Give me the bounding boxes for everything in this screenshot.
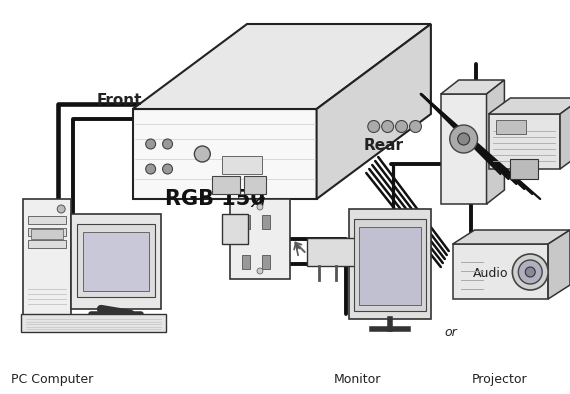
Bar [31, 229, 63, 239]
Text: PC Computer: PC Computer [11, 373, 93, 385]
Polygon shape [133, 109, 316, 199]
Circle shape [162, 164, 173, 174]
Bar [212, 176, 240, 194]
Circle shape [382, 121, 394, 132]
Circle shape [194, 146, 210, 162]
Bar [28, 228, 66, 236]
Circle shape [396, 121, 408, 132]
Circle shape [409, 121, 421, 132]
Text: Audio: Audio [473, 268, 508, 280]
Circle shape [162, 139, 173, 149]
Bar [222, 156, 262, 174]
Text: Rear: Rear [363, 138, 403, 153]
Bar [244, 176, 266, 194]
Circle shape [368, 121, 380, 132]
Bar [349, 209, 431, 319]
Circle shape [518, 260, 542, 284]
Text: Projector: Projector [471, 373, 527, 385]
Polygon shape [441, 80, 504, 94]
Circle shape [257, 268, 263, 274]
Bar [23, 199, 71, 319]
Polygon shape [71, 214, 161, 309]
Bar [28, 240, 66, 248]
Circle shape [526, 267, 535, 277]
Bar [262, 215, 270, 229]
Bar [222, 214, 248, 244]
Bar [355, 219, 426, 311]
Polygon shape [316, 24, 431, 199]
Circle shape [257, 204, 263, 210]
Bar [28, 216, 66, 224]
Bar [496, 120, 526, 134]
Polygon shape [441, 94, 487, 204]
Polygon shape [133, 24, 431, 109]
Bar [242, 255, 250, 269]
Bar [230, 199, 290, 279]
Bar [510, 159, 538, 179]
Text: RGB 150: RGB 150 [165, 189, 265, 209]
Polygon shape [548, 230, 570, 299]
Bar [242, 215, 250, 229]
Polygon shape [560, 98, 570, 169]
Circle shape [450, 125, 478, 153]
Polygon shape [487, 80, 504, 204]
Bar [262, 255, 270, 269]
Circle shape [146, 164, 156, 174]
Polygon shape [453, 230, 570, 244]
Text: xi: xi [250, 193, 266, 211]
Text: Monitor: Monitor [334, 373, 381, 385]
Text: or: or [445, 327, 458, 339]
Bar [359, 227, 421, 305]
Text: Power: Power [307, 252, 344, 264]
Bar [22, 314, 165, 332]
Bar [307, 238, 356, 266]
Bar [77, 224, 154, 297]
Bar [83, 232, 149, 291]
Text: Front: Front [97, 93, 142, 108]
Circle shape [512, 254, 548, 290]
Polygon shape [453, 244, 548, 299]
Circle shape [458, 133, 470, 145]
Circle shape [146, 139, 156, 149]
Polygon shape [488, 98, 570, 114]
Circle shape [57, 205, 65, 213]
Polygon shape [488, 114, 560, 169]
